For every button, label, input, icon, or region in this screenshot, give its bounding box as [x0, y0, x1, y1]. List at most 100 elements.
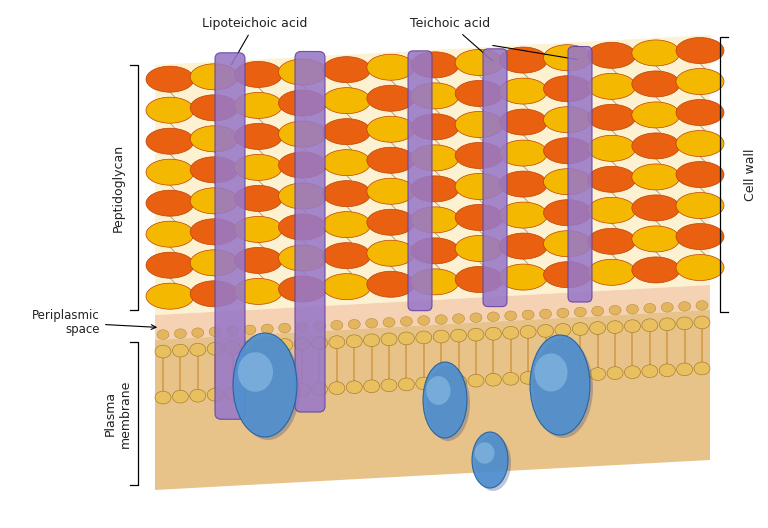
Ellipse shape: [279, 90, 326, 116]
Ellipse shape: [555, 324, 571, 336]
Ellipse shape: [676, 162, 724, 187]
Ellipse shape: [146, 283, 194, 309]
Ellipse shape: [411, 52, 459, 78]
Ellipse shape: [190, 157, 238, 183]
Polygon shape: [155, 285, 710, 340]
Ellipse shape: [234, 61, 283, 88]
Ellipse shape: [279, 245, 326, 271]
Ellipse shape: [503, 372, 518, 385]
Ellipse shape: [323, 243, 371, 269]
Ellipse shape: [331, 320, 343, 330]
Ellipse shape: [455, 174, 503, 200]
Ellipse shape: [676, 193, 724, 219]
Ellipse shape: [224, 388, 240, 400]
Ellipse shape: [696, 300, 708, 310]
Ellipse shape: [234, 278, 283, 305]
Ellipse shape: [544, 231, 591, 257]
Ellipse shape: [242, 341, 258, 353]
Ellipse shape: [190, 219, 238, 245]
Ellipse shape: [323, 149, 371, 176]
Ellipse shape: [146, 128, 194, 154]
Ellipse shape: [363, 334, 379, 347]
Ellipse shape: [520, 371, 536, 384]
Ellipse shape: [572, 323, 588, 335]
Ellipse shape: [411, 207, 459, 233]
Ellipse shape: [146, 252, 194, 278]
Ellipse shape: [296, 322, 308, 332]
Ellipse shape: [411, 238, 459, 264]
Ellipse shape: [190, 389, 206, 402]
Ellipse shape: [451, 375, 467, 388]
Ellipse shape: [499, 264, 548, 290]
Ellipse shape: [455, 111, 503, 137]
Ellipse shape: [174, 329, 187, 338]
Ellipse shape: [238, 352, 273, 392]
Ellipse shape: [363, 380, 379, 393]
Ellipse shape: [676, 100, 724, 126]
Ellipse shape: [522, 310, 534, 319]
Ellipse shape: [677, 363, 693, 376]
Text: Peptidoglycan: Peptidoglycan: [111, 144, 124, 232]
Ellipse shape: [538, 371, 554, 383]
Ellipse shape: [279, 59, 326, 85]
Ellipse shape: [312, 383, 327, 395]
Ellipse shape: [260, 340, 275, 352]
Ellipse shape: [624, 320, 641, 333]
Ellipse shape: [190, 250, 238, 276]
Ellipse shape: [676, 69, 724, 95]
Ellipse shape: [415, 377, 432, 390]
Ellipse shape: [172, 344, 188, 357]
Ellipse shape: [234, 216, 283, 242]
Ellipse shape: [146, 221, 194, 247]
Ellipse shape: [485, 327, 502, 340]
Ellipse shape: [694, 362, 710, 375]
Ellipse shape: [505, 311, 517, 320]
Ellipse shape: [234, 154, 283, 181]
Ellipse shape: [676, 130, 724, 156]
Ellipse shape: [155, 345, 171, 358]
Text: Cell wall: Cell wall: [743, 148, 756, 201]
Ellipse shape: [172, 390, 188, 403]
Ellipse shape: [499, 202, 548, 228]
Ellipse shape: [367, 116, 415, 142]
Ellipse shape: [294, 337, 310, 351]
Ellipse shape: [411, 83, 459, 109]
Ellipse shape: [632, 195, 680, 221]
Ellipse shape: [234, 92, 283, 118]
Ellipse shape: [679, 301, 690, 311]
Ellipse shape: [659, 364, 675, 376]
Ellipse shape: [530, 335, 590, 435]
Ellipse shape: [694, 316, 710, 329]
Ellipse shape: [644, 304, 656, 313]
Ellipse shape: [279, 276, 326, 302]
Ellipse shape: [455, 235, 503, 261]
Ellipse shape: [207, 389, 223, 401]
Ellipse shape: [423, 362, 467, 438]
Ellipse shape: [503, 326, 518, 339]
Ellipse shape: [632, 102, 680, 128]
Ellipse shape: [544, 262, 591, 288]
Polygon shape: [155, 310, 710, 490]
Ellipse shape: [367, 85, 415, 111]
Ellipse shape: [234, 124, 283, 149]
Ellipse shape: [572, 369, 588, 381]
Ellipse shape: [468, 374, 484, 387]
Ellipse shape: [591, 306, 604, 316]
Ellipse shape: [276, 384, 293, 398]
Ellipse shape: [588, 259, 636, 285]
Ellipse shape: [399, 332, 415, 345]
Ellipse shape: [227, 326, 239, 336]
Ellipse shape: [155, 391, 171, 404]
Ellipse shape: [400, 317, 412, 326]
Ellipse shape: [329, 382, 345, 394]
Ellipse shape: [632, 164, 680, 190]
Ellipse shape: [381, 333, 397, 346]
Ellipse shape: [323, 274, 371, 299]
Ellipse shape: [367, 240, 415, 266]
Ellipse shape: [323, 119, 371, 145]
Ellipse shape: [455, 204, 503, 231]
Ellipse shape: [313, 322, 326, 331]
Ellipse shape: [346, 381, 362, 394]
Ellipse shape: [676, 254, 724, 280]
Ellipse shape: [677, 317, 693, 330]
